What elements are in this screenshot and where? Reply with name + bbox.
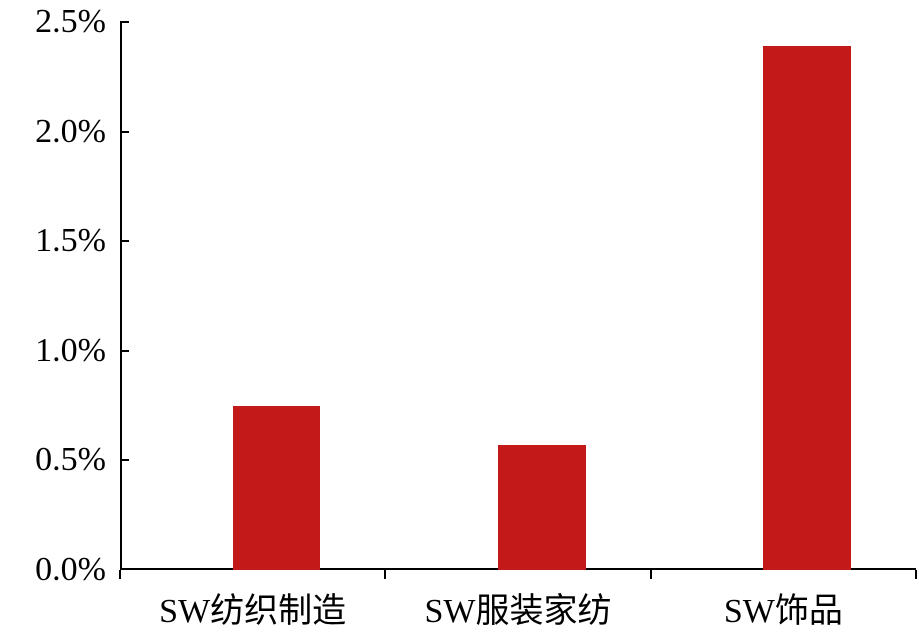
y-tick-label: 2.5% — [35, 3, 106, 41]
x-axis-labels: SW纺织制造 SW服装家纺 SW饰品 — [120, 583, 916, 643]
x-tick-label: SW饰品 — [724, 583, 843, 632]
y-tick-label: 1.0% — [35, 332, 106, 370]
y-tick-mark — [120, 459, 129, 461]
y-axis-labels: 0.0%0.5%1.0%1.5%2.0%2.5% — [0, 22, 112, 570]
x-tick-label: SW纺织制造 — [159, 583, 346, 632]
bar — [498, 445, 586, 570]
y-tick-mark — [120, 240, 129, 242]
x-tick-mark — [384, 570, 386, 579]
y-tick-label: 0.0% — [35, 551, 106, 589]
plot-area — [120, 22, 916, 570]
x-tick-mark — [915, 570, 917, 579]
y-tick-mark — [120, 21, 129, 23]
x-tick-mark — [119, 570, 121, 579]
bar — [233, 406, 321, 570]
y-tick-label: 1.5% — [35, 222, 106, 260]
y-tick-label: 2.0% — [35, 113, 106, 151]
bar-chart: 0.0% 0.5% 1.0% 1.5% 2.0% 2.5% SW纺织制造 SW服装家纺 SW饰… — [0, 0, 919, 639]
y-tick-mark — [120, 350, 129, 352]
y-axis-line — [120, 22, 122, 570]
bar — [763, 46, 851, 570]
y-tick-label: 0.5% — [35, 441, 106, 479]
x-tick-label: SW服装家纺 — [425, 583, 612, 632]
x-tick-mark — [650, 570, 652, 579]
y-tick-mark — [120, 131, 129, 133]
